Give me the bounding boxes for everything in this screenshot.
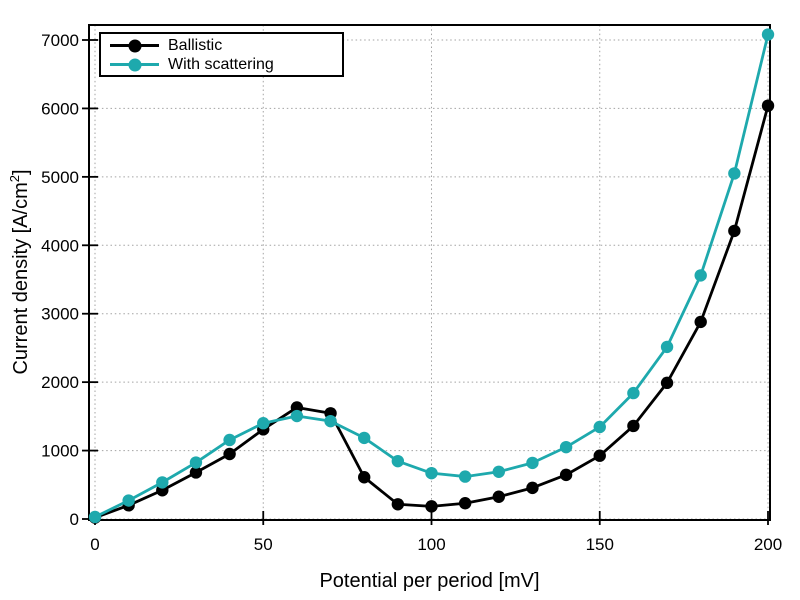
series-marker-with-scattering <box>660 340 674 354</box>
y-tick-label: 0 <box>70 510 79 529</box>
y-tick-label: 4000 <box>41 236 79 255</box>
legend-sample-with-scattering <box>110 57 159 72</box>
x-tick-label: 0 <box>90 535 99 554</box>
series-marker-with-scattering <box>257 417 270 430</box>
circle-marker-icon <box>128 39 141 52</box>
legend-item-label: Ballistic <box>168 37 223 54</box>
series-marker-with-scattering <box>189 456 203 469</box>
y-tick-label: 1000 <box>41 442 79 461</box>
y-tick-label: 7000 <box>41 31 79 50</box>
legend-item-with-scattering: With scattering <box>110 55 342 74</box>
series-marker-with-scattering <box>559 440 573 454</box>
series-marker-ballistic <box>660 376 674 390</box>
series-marker-ballistic <box>391 498 405 511</box>
series-marker-with-scattering <box>290 409 304 423</box>
series-marker-with-scattering <box>761 28 775 41</box>
series-marker-ballistic <box>694 315 707 329</box>
x-tick-label: 150 <box>586 535 614 554</box>
series-marker-with-scattering <box>223 433 236 447</box>
series-marker-with-scattering <box>122 494 135 507</box>
series-marker-with-scattering <box>526 456 539 470</box>
legend-item-label: With scattering <box>168 56 274 73</box>
legend-item-ballistic: Ballistic <box>110 36 342 55</box>
series-marker-ballistic <box>358 471 371 484</box>
axis-ticks: 0 50 100 150 2000100020003000400050006000700… <box>41 31 782 554</box>
series-marker-ballistic <box>593 449 606 462</box>
x-tick-label: 50 <box>254 535 273 554</box>
series-marker-ballistic <box>728 224 741 238</box>
series-marker-with-scattering <box>324 414 337 428</box>
series-marker-with-scattering <box>492 465 505 478</box>
series-marker-with-scattering <box>156 476 169 489</box>
series-marker-ballistic <box>290 401 304 414</box>
series-marker-ballistic <box>189 466 203 479</box>
circle-marker-icon <box>128 58 141 71</box>
x-tick-label: 200 <box>754 535 782 554</box>
series-marker-with-scattering <box>627 386 640 400</box>
series-marker-with-scattering <box>88 510 102 524</box>
series-marker-ballistic <box>223 447 236 461</box>
gridlines <box>89 25 770 520</box>
y-tick-label: 5000 <box>41 168 79 187</box>
y-axis-label: Current density [A/cm2] <box>7 169 32 375</box>
series-marker-with-scattering <box>694 269 707 282</box>
series-marker-with-scattering <box>425 466 438 480</box>
series-marker-ballistic <box>526 481 539 495</box>
series-marker-with-scattering <box>458 470 472 483</box>
x-axis-label: Potential per period [mV] <box>319 570 540 592</box>
series-marker-ballistic <box>761 99 775 112</box>
legend: Ballistic With scattering <box>99 32 344 77</box>
y-tick-label: 6000 <box>41 99 79 118</box>
legend-sample-ballistic <box>110 38 159 53</box>
series-marker-with-scattering <box>391 454 405 468</box>
series-with-scattering <box>88 28 775 524</box>
y-tick-label: 3000 <box>41 305 79 324</box>
series-marker-ballistic <box>492 490 505 503</box>
series-marker-with-scattering <box>728 167 741 180</box>
plot-border <box>88 24 771 521</box>
series-ballistic <box>88 99 775 524</box>
series-marker-with-scattering <box>593 420 606 434</box>
series-marker-ballistic <box>559 468 573 482</box>
y-tick-label: 2000 <box>41 373 79 392</box>
series-marker-ballistic <box>458 497 472 510</box>
series-marker-ballistic <box>425 500 438 513</box>
x-tick-label: 100 <box>417 535 445 554</box>
series-marker-with-scattering <box>358 431 371 445</box>
series-marker-ballistic <box>627 419 640 433</box>
